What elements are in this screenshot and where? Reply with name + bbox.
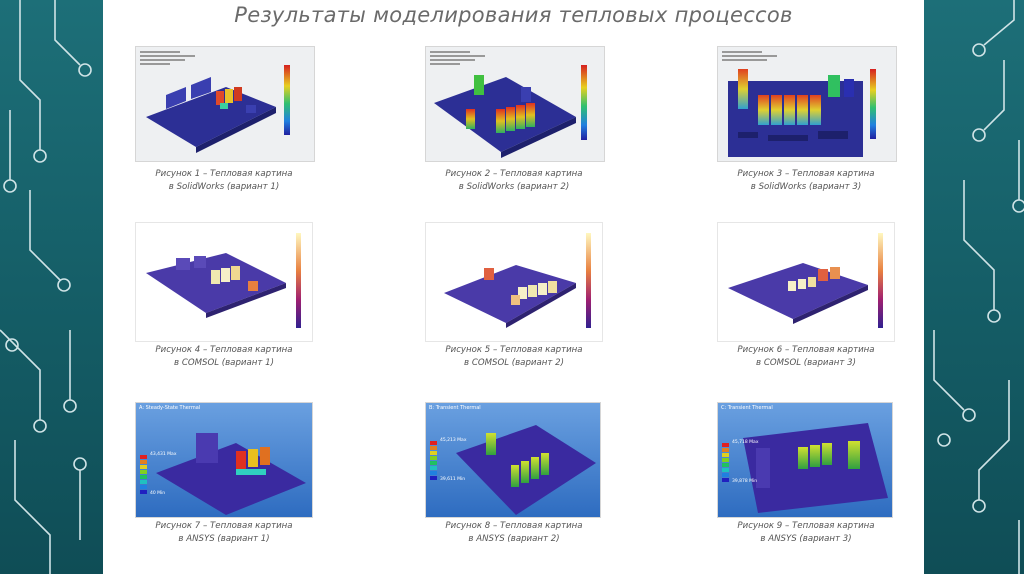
figure-8-max-label: 45,213 Max bbox=[440, 438, 467, 443]
figure-4-caption-line2: в COMSOL (вариант 1) bbox=[174, 358, 274, 368]
figure-8-panel-title: B: Transient Thermal bbox=[429, 405, 481, 411]
figure-2-image bbox=[425, 46, 605, 162]
figure-4-caption: Рисунок 4 – Тепловая картина в COMSOL (в… bbox=[135, 344, 313, 370]
figure-8-image: B: Transient Thermal 45,213 Max 39,611 M… bbox=[425, 402, 601, 518]
figure-4-image bbox=[135, 222, 313, 342]
figure-7-caption-line1: Рисунок 7 – Тепловая картина bbox=[155, 521, 293, 531]
thermal-plot-comsol-1 bbox=[136, 223, 312, 341]
figure-7-panel-title: A: Steady-State Thermal bbox=[139, 405, 201, 411]
figure-3-caption-line1: Рисунок 3 – Тепловая картина bbox=[737, 169, 875, 179]
figure-5-image bbox=[425, 222, 603, 342]
figure-5-caption-line1: Рисунок 5 – Тепловая картина bbox=[445, 345, 583, 355]
figure-4-caption-line1: Рисунок 4 – Тепловая картина bbox=[155, 345, 293, 355]
slide-canvas: Результаты моделирования тепловых процес… bbox=[103, 0, 924, 574]
figure-6-caption-line2: в COMSOL (вариант 3) bbox=[756, 358, 856, 368]
figure-2-caption-line2: в SolidWorks (вариант 2) bbox=[458, 182, 570, 192]
thermal-plot-ansys-2 bbox=[426, 403, 600, 517]
figure-8-caption-line1: Рисунок 8 – Тепловая картина bbox=[445, 521, 583, 531]
figure-7-caption: Рисунок 7 – Тепловая картина в ANSYS (ва… bbox=[135, 520, 313, 546]
circuit-decoration-right bbox=[933, 0, 1024, 574]
figure-9-image: C: Transient Thermal 45,718 Max 39,878 M… bbox=[717, 402, 893, 518]
right-decor-panel bbox=[924, 0, 1024, 574]
figure-6-caption-line1: Рисунок 6 – Тепловая картина bbox=[737, 345, 875, 355]
figure-1-image bbox=[135, 46, 315, 162]
slide-title: Результаты моделирования тепловых процес… bbox=[234, 3, 793, 27]
circuit-decoration-left bbox=[0, 0, 92, 574]
figure-7-caption-line2: в ANSYS (вариант 1) bbox=[178, 534, 270, 544]
figure-2-caption: Рисунок 2 – Тепловая картина в SolidWork… bbox=[425, 168, 603, 194]
figure-3-caption-line2: в SolidWorks (вариант 3) bbox=[750, 182, 862, 192]
figure-9-max-label: 45,718 Max bbox=[732, 440, 759, 445]
figure-9-min-label: 39,878 Min bbox=[732, 479, 758, 484]
figure-7-max-label: 43,431 Max bbox=[150, 452, 177, 457]
figure-1-caption-line1: Рисунок 1 – Тепловая картина bbox=[155, 169, 293, 179]
figure-6-image bbox=[717, 222, 895, 342]
figure-7-image: A: Steady-State Thermal 43,431 Max 40 Mi… bbox=[135, 402, 313, 518]
figure-8-caption-line2: в ANSYS (вариант 2) bbox=[468, 534, 560, 544]
thermal-plot-comsol-3 bbox=[718, 223, 894, 341]
figure-5-caption: Рисунок 5 – Тепловая картина в COMSOL (в… bbox=[425, 344, 603, 370]
figure-9-caption: Рисунок 9 – Тепловая картина в ANSYS (ва… bbox=[717, 520, 895, 546]
left-decor-panel bbox=[0, 0, 103, 574]
figure-5-caption-line2: в COMSOL (вариант 2) bbox=[464, 358, 564, 368]
thermal-plot-comsol-2 bbox=[426, 223, 602, 341]
figure-8-min-label: 39,611 Min bbox=[440, 477, 466, 482]
thermal-plot-ansys-3 bbox=[718, 403, 892, 517]
thermal-plot-solidworks-2 bbox=[426, 47, 604, 161]
figure-3-caption: Рисунок 3 – Тепловая картина в SolidWork… bbox=[717, 168, 895, 194]
thermal-plot-ansys-1 bbox=[136, 403, 312, 517]
figure-6-caption: Рисунок 6 – Тепловая картина в COMSOL (в… bbox=[717, 344, 895, 370]
thermal-plot-solidworks-1 bbox=[136, 47, 314, 161]
figure-8-caption: Рисунок 8 – Тепловая картина в ANSYS (ва… bbox=[425, 520, 603, 546]
figure-1-caption: Рисунок 1 – Тепловая картина в SolidWork… bbox=[135, 168, 313, 194]
figure-2-caption-line1: Рисунок 2 – Тепловая картина bbox=[445, 169, 583, 179]
figure-7-min-label: 40 Min bbox=[150, 491, 166, 496]
figure-3-image bbox=[717, 46, 897, 162]
figure-9-panel-title: C: Transient Thermal bbox=[721, 405, 773, 411]
thermal-plot-solidworks-3 bbox=[718, 47, 896, 161]
figure-9-caption-line1: Рисунок 9 – Тепловая картина bbox=[737, 521, 875, 531]
figure-1-caption-line2: в SolidWorks (вариант 1) bbox=[168, 182, 280, 192]
figure-9-caption-line2: в ANSYS (вариант 3) bbox=[760, 534, 852, 544]
